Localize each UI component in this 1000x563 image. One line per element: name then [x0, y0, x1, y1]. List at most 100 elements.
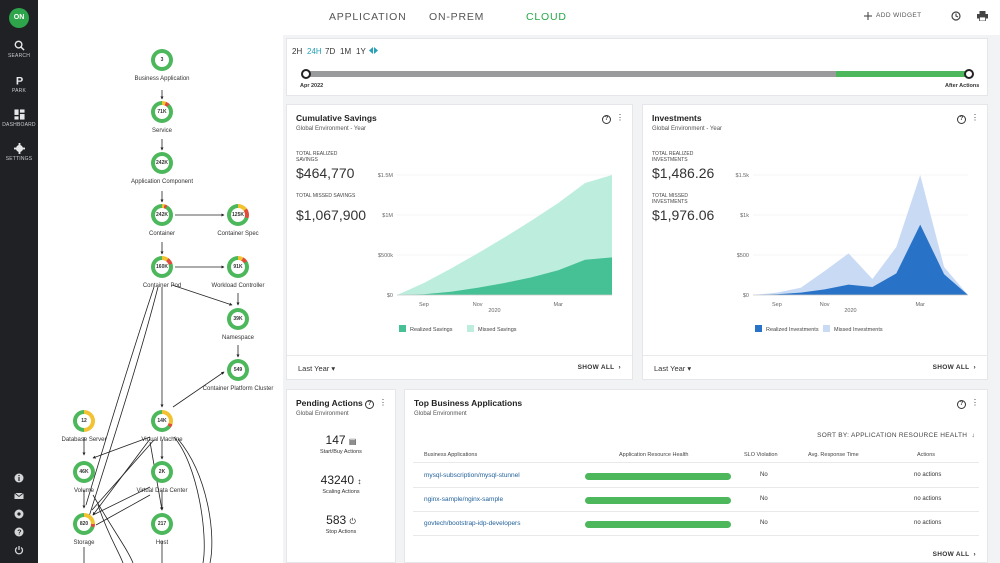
range-24h[interactable]: 24H: [307, 47, 322, 56]
card-title: Cumulative Savings: [296, 113, 377, 123]
node-count: 71K: [155, 105, 169, 119]
add-widget-button[interactable]: ADD WIDGET: [876, 12, 922, 19]
node-count: 39K: [231, 312, 245, 326]
kebab-menu-icon[interactable]: ⋮: [379, 398, 387, 407]
topology-node-label: Host: [155, 540, 169, 546]
x-tick-label: Mar: [554, 302, 564, 308]
info-icon[interactable]: [14, 473, 24, 483]
nav-settings[interactable]: SETTINGS: [0, 143, 38, 162]
history-icon[interactable]: [951, 11, 961, 21]
tab-application[interactable]: APPLICATION: [329, 11, 407, 23]
col-avg-response[interactable]: Avg. Response Time: [808, 452, 859, 458]
topology-node-container-pod[interactable]: 160K: [151, 256, 173, 278]
nav-park[interactable]: P PARK: [11, 75, 27, 94]
range-7d[interactable]: 7D: [325, 47, 336, 56]
topology-node-host[interactable]: 217: [151, 513, 173, 535]
start-buy-label: Start/Buy Actions: [320, 449, 362, 455]
sort-dropdown[interactable]: SORT BY: APPLICATION RESOURCE HEALTH ↓: [817, 432, 975, 439]
start-buy-count[interactable]: 147 ▤: [325, 433, 357, 447]
topology-node-container[interactable]: 242K: [151, 204, 173, 226]
savings-chart: $0 $500k $1M $1.5M Sep Nov Mar 2020 Realized Sav…: [378, 173, 612, 333]
range-2h[interactable]: 2H: [292, 47, 303, 56]
topology-node-container-spec[interactable]: 125K: [227, 204, 249, 226]
plus-icon[interactable]: [864, 12, 872, 20]
mail-icon[interactable]: [14, 491, 24, 501]
missed-investments-value: $1,976.06: [652, 207, 715, 223]
node-count: 2K: [155, 465, 169, 479]
topology-node-label: Namespace: [221, 335, 255, 341]
topology-node-label: Business Application: [134, 76, 190, 82]
timeline-start-handle[interactable]: [301, 69, 311, 79]
timeline-end-handle[interactable]: [964, 69, 974, 79]
topology-node-container-platform-cluster[interactable]: 549: [227, 359, 249, 381]
help-icon[interactable]: ?: [365, 400, 374, 409]
help-icon[interactable]: ?: [14, 527, 24, 537]
topology-node-label: Virtual Machine: [141, 437, 183, 443]
nav-dashboard[interactable]: DASHBOARD: [0, 109, 38, 128]
period-dropdown[interactable]: Last Year ▾: [654, 364, 692, 373]
col-resource-health[interactable]: Application Resource Health: [619, 452, 689, 458]
col-business-applications[interactable]: Business Applications: [424, 452, 478, 458]
topology-node-namespace[interactable]: 39K: [227, 308, 249, 330]
col-actions[interactable]: Actions: [917, 452, 936, 458]
park-icon: P: [15, 76, 22, 86]
topology-node-service[interactable]: 71K: [151, 101, 173, 123]
topology-node-virtual-machine[interactable]: 14K: [151, 410, 173, 432]
power-icon[interactable]: [14, 545, 24, 555]
col-slo-violation[interactable]: SLO Violation: [744, 452, 778, 458]
power-icon: ⏻: [349, 517, 356, 526]
svg-text:?: ?: [17, 530, 21, 537]
y-tick-label: $1.5k: [736, 173, 750, 179]
legend-swatch: [399, 325, 406, 332]
help-icon[interactable]: ?: [957, 115, 966, 124]
range-1m[interactable]: 1M: [340, 47, 352, 56]
node-count: 46K: [77, 465, 91, 479]
show-all-button[interactable]: SHOW ALL ›: [932, 364, 976, 371]
topology-node-database-server[interactable]: 12: [73, 410, 95, 432]
topology-node-volume[interactable]: 46K: [73, 461, 95, 483]
realized-savings-label: TOTAL REALIZED SAVINGS: [296, 151, 338, 163]
timeline-track[interactable]: [306, 71, 969, 77]
kebab-menu-icon[interactable]: ⋮: [616, 113, 624, 122]
topology-node-business-application[interactable]: 3: [151, 49, 173, 71]
globe-icon[interactable]: [14, 509, 24, 519]
play-toggle-icon[interactable]: [369, 46, 378, 55]
nav-search[interactable]: SEARCH: [0, 40, 38, 59]
range-1y[interactable]: 1Y: [356, 47, 366, 56]
app-link[interactable]: mysql-subscription/mysql-stunnel: [424, 472, 520, 479]
slo-value: No: [760, 496, 768, 502]
stop-count[interactable]: 583 ⏻: [326, 513, 356, 527]
legend-swatch: [755, 325, 762, 332]
cumulative-savings-card: Cumulative Savings Global Environment - …: [286, 104, 633, 380]
app-link[interactable]: nginx-sample/nginx-sample: [424, 496, 504, 503]
app-link[interactable]: govtech/bootstrap-idp-developers: [424, 520, 521, 527]
node-count: 12: [77, 414, 91, 428]
help-icon[interactable]: ?: [957, 400, 966, 409]
topology-node-label: Container Platform Cluster: [202, 386, 274, 392]
kebab-menu-icon[interactable]: ⋮: [971, 398, 979, 407]
scaling-count[interactable]: 43240 ↕: [320, 473, 362, 487]
show-all-button[interactable]: SHOW ALL ›: [932, 551, 976, 558]
legend-label: Missed Savings: [478, 327, 517, 333]
x-tick-label: Sep: [772, 302, 782, 308]
topology-node-workload-controller[interactable]: 91K: [227, 256, 249, 278]
node-count: 820: [77, 517, 91, 531]
kebab-menu-icon[interactable]: ⋮: [971, 113, 979, 122]
topology-node-label: Database Server: [61, 437, 107, 443]
node-count: 549: [231, 363, 245, 377]
legend-label: Missed Investments: [834, 327, 883, 333]
period-dropdown[interactable]: Last Year ▾: [298, 364, 336, 373]
show-all-button[interactable]: SHOW ALL ›: [577, 364, 621, 371]
help-icon[interactable]: ?: [602, 115, 611, 124]
topology-node-application-component[interactable]: 242K: [151, 152, 173, 174]
print-icon[interactable]: [977, 11, 988, 21]
gear-icon: [13, 143, 25, 154]
year-label: 2020: [488, 308, 500, 314]
topology-node-virtual-data-center[interactable]: 2K: [151, 461, 173, 483]
topology-node-storage[interactable]: 820: [73, 513, 95, 535]
tab-on-prem[interactable]: ON-PREM: [429, 11, 485, 23]
logo[interactable]: ON: [9, 8, 29, 28]
investments-chart: $0 $500 $1k $1.5k Sep Nov Mar 2020 Realized Inve…: [736, 173, 968, 333]
topology-node-label: Virtual Data Center: [136, 488, 188, 494]
tab-cloud[interactable]: CLOUD: [526, 11, 567, 23]
